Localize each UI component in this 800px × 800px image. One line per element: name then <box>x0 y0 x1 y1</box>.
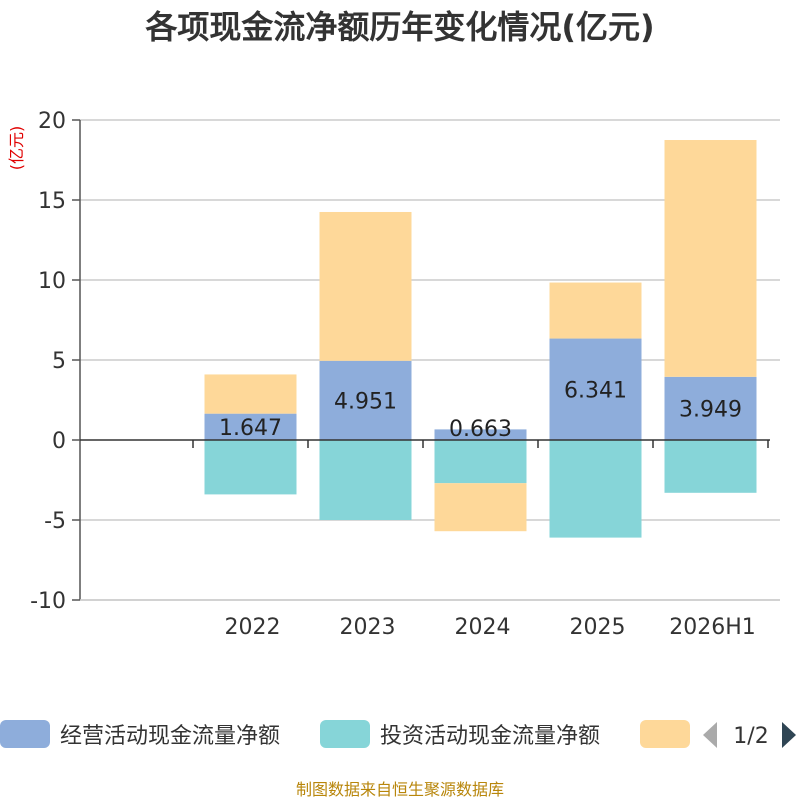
y-axis-ticks: -10 -5 0 5 10 15 20 <box>30 109 80 614</box>
y-tick-label: 20 <box>38 109 66 134</box>
legend-item[interactable]: 投资活动现金流量净额 <box>320 720 600 749</box>
legend-prev-icon[interactable] <box>703 722 717 748</box>
y-unit-label: (亿元) <box>7 126 26 171</box>
y-tick-label: 5 <box>52 349 66 374</box>
bar <box>319 360 412 440</box>
x-tick-label: 2023 <box>340 615 396 640</box>
y-tick-label: -5 <box>44 509 66 534</box>
bar <box>319 211 412 361</box>
source-note: 制图数据来自恒生聚源数据库 <box>296 780 504 799</box>
legend: 经营活动现金流量净额 投资活动现金流量净额 <box>0 720 690 749</box>
legend-swatch <box>640 720 690 748</box>
y-tick-label: 10 <box>38 269 66 294</box>
bar <box>319 440 412 520</box>
bar <box>664 140 757 377</box>
legend-label: 投资活动现金流量净额 <box>380 724 600 749</box>
bar <box>549 338 642 440</box>
axes <box>79 120 780 601</box>
y-tick-label: 15 <box>38 189 66 214</box>
x-tick-label: 2025 <box>570 615 626 640</box>
chart-title: 各项现金流净额历年变化情况(亿元) <box>145 8 654 46</box>
bar-series <box>204 140 757 538</box>
data-label: 6.341 <box>564 378 627 403</box>
data-label: 4.951 <box>334 389 397 414</box>
bar <box>434 483 527 532</box>
x-axis-ticks: 2022 2023 2024 2025 2026H1 <box>192 440 769 640</box>
bar <box>204 440 297 495</box>
legend-swatch <box>320 720 370 748</box>
x-tick-label: 2024 <box>455 615 511 640</box>
data-label: 3.949 <box>679 397 742 422</box>
legend-pager: 1/2 <box>703 722 796 749</box>
legend-item[interactable] <box>640 720 690 748</box>
legend-label: 经营活动现金流量净额 <box>60 724 280 749</box>
bar <box>204 374 297 414</box>
y-tick-label: -10 <box>30 589 66 614</box>
bar <box>549 282 642 339</box>
legend-item[interactable]: 经营活动现金流量净额 <box>0 720 280 749</box>
bar <box>204 413 297 440</box>
x-tick-label: 2022 <box>225 615 281 640</box>
legend-next-icon[interactable] <box>782 722 796 748</box>
data-labels: 1.647 4.951 0.663 6.341 3.949 <box>219 378 742 442</box>
bar <box>664 376 757 440</box>
y-tick-label: 0 <box>52 429 66 454</box>
legend-page-indicator: 1/2 <box>733 724 768 749</box>
legend-swatch <box>0 720 50 748</box>
bar <box>549 440 642 538</box>
x-tick-label: 2026H1 <box>669 615 756 640</box>
bar <box>434 440 527 484</box>
bar <box>434 429 527 440</box>
data-label: 0.663 <box>449 417 512 442</box>
data-label: 1.647 <box>219 416 282 441</box>
bar <box>664 440 757 493</box>
